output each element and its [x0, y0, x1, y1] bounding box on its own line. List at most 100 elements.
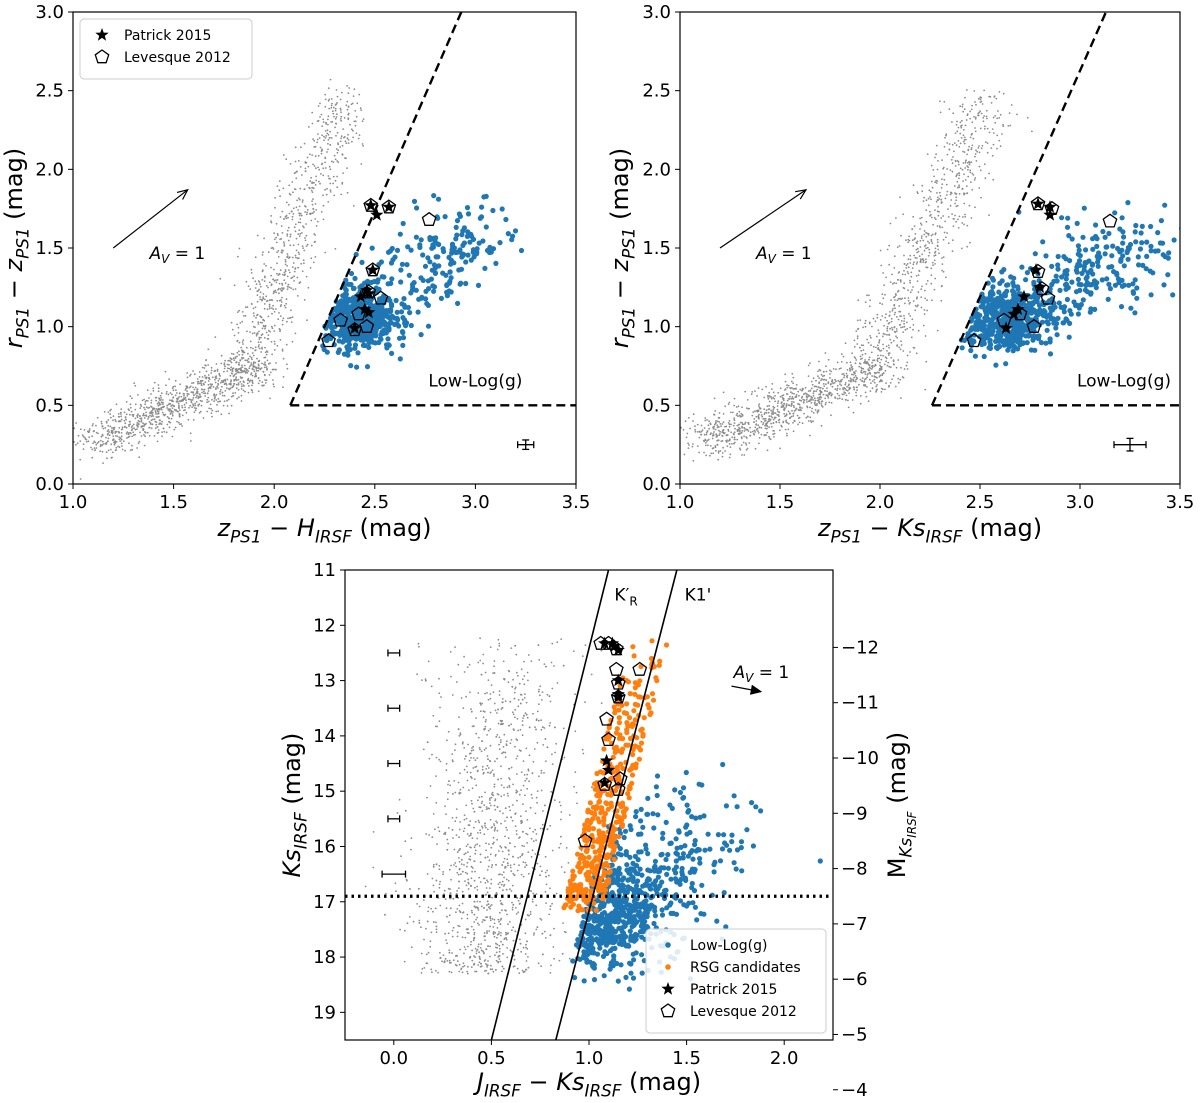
field-point — [131, 397, 133, 400]
field-point — [273, 291, 276, 293]
field-point — [911, 228, 913, 231]
low-logg-point — [394, 321, 400, 327]
field-point — [230, 380, 232, 383]
low-logg-point — [1083, 247, 1089, 253]
field-point — [743, 430, 746, 432]
field-point — [286, 233, 289, 236]
field-point — [865, 362, 868, 365]
low-logg-point — [385, 336, 391, 342]
field-point — [709, 423, 712, 426]
field-point — [48, 457, 50, 459]
field-point — [772, 433, 774, 436]
field-point — [67, 440, 69, 442]
field-point — [270, 221, 273, 224]
field-point — [310, 176, 312, 179]
low-logg-point — [1148, 223, 1154, 230]
field-point — [273, 268, 275, 271]
field-point — [359, 107, 362, 110]
field-point — [286, 288, 289, 290]
field-point — [932, 264, 934, 266]
field-point — [746, 399, 749, 401]
field-point — [345, 104, 348, 107]
field-point — [207, 390, 210, 392]
field-point — [238, 247, 241, 250]
field-point — [698, 436, 701, 439]
field-point — [116, 435, 119, 438]
field-point — [915, 257, 918, 259]
field-point — [817, 386, 820, 389]
field-point — [877, 354, 879, 357]
field-point — [225, 384, 228, 386]
field-point — [102, 427, 105, 430]
low-logg-point — [1099, 277, 1105, 283]
field-point — [186, 386, 189, 389]
field-point — [267, 329, 270, 332]
field-point — [886, 333, 888, 336]
field-point — [132, 415, 135, 418]
field-point — [701, 429, 704, 431]
field-point — [959, 105, 962, 108]
field-point — [147, 415, 150, 418]
field-point — [869, 378, 871, 381]
field-point — [256, 294, 259, 296]
field-point — [299, 212, 302, 215]
field-point — [725, 434, 728, 437]
field-point — [322, 194, 324, 197]
field-point — [184, 406, 187, 409]
field-point — [172, 389, 175, 392]
field-point — [156, 426, 159, 428]
label-part: PS1 — [13, 227, 33, 258]
field-point — [336, 175, 338, 178]
field-point — [946, 190, 949, 193]
field-point — [919, 259, 922, 262]
field-point — [719, 450, 722, 452]
field-point — [787, 422, 790, 425]
field-point — [122, 440, 125, 443]
field-point — [803, 412, 805, 415]
field-point — [329, 130, 331, 133]
field-point — [233, 373, 236, 376]
field-point — [249, 331, 251, 333]
field-point — [840, 367, 842, 370]
field-point — [307, 286, 310, 289]
field-point — [215, 393, 218, 396]
low-logg-point — [1081, 205, 1087, 211]
field-point — [287, 257, 290, 259]
field-point — [295, 206, 298, 209]
low-logg-point — [1170, 292, 1176, 298]
field-point — [760, 433, 763, 436]
field-point — [107, 440, 109, 442]
field-point — [881, 374, 884, 377]
field-point — [111, 430, 113, 432]
low-logg-point — [1140, 262, 1146, 268]
field-point — [318, 180, 320, 183]
low-logg-point — [339, 330, 345, 336]
field-point — [115, 430, 118, 433]
field-point — [178, 423, 181, 426]
field-point — [302, 225, 304, 228]
field-point — [157, 429, 160, 431]
field-point — [772, 408, 775, 411]
field-point — [214, 381, 217, 384]
field-point — [712, 413, 715, 416]
field-point — [755, 428, 758, 431]
field-point — [914, 256, 917, 259]
field-point — [82, 435, 85, 438]
field-point — [330, 137, 333, 139]
field-point — [977, 97, 980, 100]
field-point — [805, 398, 808, 401]
field-point — [919, 239, 922, 242]
field-point — [851, 369, 853, 371]
field-point — [223, 367, 226, 370]
field-point — [277, 274, 280, 276]
field-point — [121, 448, 124, 451]
field-point — [242, 343, 244, 345]
field-point — [291, 215, 294, 218]
field-point — [868, 366, 871, 368]
field-point — [986, 151, 989, 154]
field-point — [91, 456, 94, 459]
field-point — [914, 304, 917, 307]
field-point — [288, 317, 291, 319]
field-point — [857, 299, 860, 302]
field-point — [765, 424, 768, 427]
